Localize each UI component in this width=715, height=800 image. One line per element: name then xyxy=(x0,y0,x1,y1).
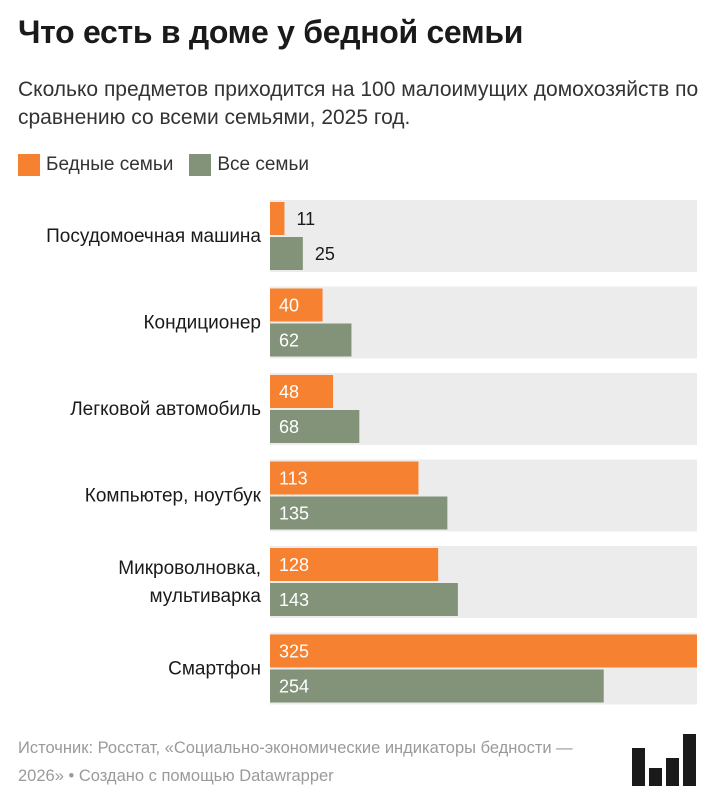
category-label: мультиварка xyxy=(150,586,262,607)
bar-all xyxy=(270,669,604,703)
category-label: Легковой автомобиль xyxy=(70,399,261,420)
category-label: Смартфон xyxy=(168,659,261,680)
legend-label-all: Все семьи xyxy=(217,154,310,175)
category-label: Кондиционер xyxy=(143,313,261,334)
legend-label-poor: Бедные семьи xyxy=(46,154,174,175)
chart-subtitle: Сколько предметов приходится на 100 мало… xyxy=(18,78,699,129)
bar-all xyxy=(270,410,360,443)
value-label-all: 254 xyxy=(279,677,309,697)
bar-all xyxy=(270,237,303,270)
value-label-all: 143 xyxy=(279,590,309,610)
source-note: Источник: Росстат, «Социально-экономичес… xyxy=(18,739,573,785)
category-label: Компьютер, ноутбук xyxy=(85,486,262,507)
legend-item-all: Все семьи xyxy=(189,154,309,176)
bar-poor xyxy=(270,202,285,235)
value-label-all: 62 xyxy=(279,331,299,351)
bar-poor xyxy=(270,461,419,495)
value-label-poor: 11 xyxy=(296,209,315,229)
bar-poor xyxy=(270,375,334,408)
value-label-poor: 128 xyxy=(279,555,309,575)
category-label: Микроволновка, xyxy=(118,558,261,579)
value-label-all: 135 xyxy=(279,504,309,524)
value-label-poor: 48 xyxy=(279,382,299,402)
legend-swatch-poor xyxy=(18,154,40,176)
bar-poor xyxy=(270,548,439,581)
bar-all xyxy=(270,323,352,357)
bar-poor xyxy=(270,634,697,668)
value-label-poor: 325 xyxy=(279,642,309,662)
value-label-all: 68 xyxy=(279,417,299,437)
legend-swatch-all xyxy=(189,154,212,176)
legend: Бедные семьи Все семьи xyxy=(18,154,325,176)
row-background xyxy=(270,200,697,272)
value-label-poor: 40 xyxy=(279,296,299,316)
bar-poor xyxy=(270,288,323,322)
value-label-all: 25 xyxy=(315,244,335,264)
datawrapper-logo-icon xyxy=(632,734,696,786)
category-label: Посудомоечная машина xyxy=(46,226,261,247)
bar-all xyxy=(270,583,458,616)
legend-item-poor: Бедные семьи xyxy=(18,154,173,176)
chart-title: Что есть в доме у бедной семьи xyxy=(18,14,524,50)
bar-all xyxy=(270,496,448,530)
value-label-poor: 113 xyxy=(279,469,308,489)
